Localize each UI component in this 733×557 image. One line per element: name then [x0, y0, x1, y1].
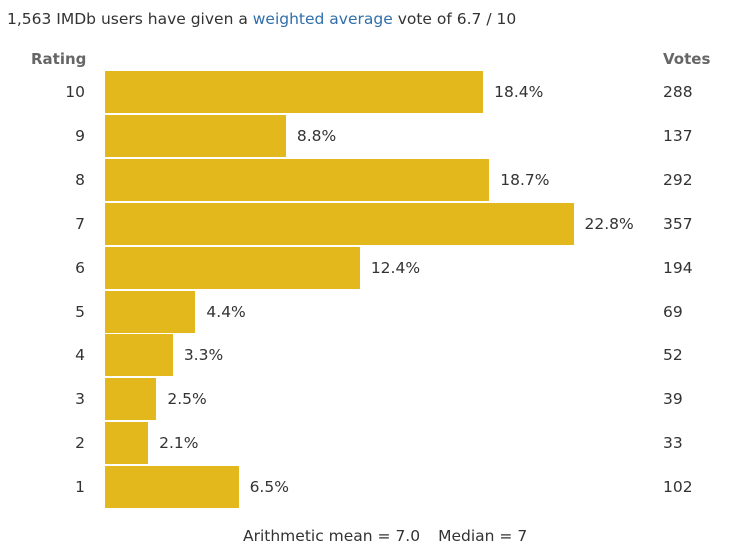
- percent-label: 3.3%: [183, 346, 224, 365]
- vote-count: 137: [663, 126, 693, 145]
- rating-bar: [105, 114, 286, 157]
- percent-label: 6.5%: [249, 478, 289, 497]
- vote-count: 102: [663, 478, 693, 497]
- rating-row-8: 8 18.7% 292: [0, 158, 733, 203]
- summary-prefix: 1,563 IMDb users have given a: [7, 10, 253, 28]
- vote-count: 39: [663, 390, 683, 409]
- arithmetic-mean: Arithmetic mean = 7.0: [243, 527, 421, 545]
- rating-label: 4: [75, 346, 85, 365]
- vote-count: 357: [663, 214, 693, 233]
- rating-label: 6: [75, 258, 85, 277]
- rating-label: 2: [75, 434, 85, 453]
- rating-row-9: 9 8.8% 137: [0, 114, 733, 159]
- rating-label: 8: [75, 170, 85, 189]
- vote-count: 52: [663, 346, 683, 365]
- rating-label: 9: [75, 126, 85, 145]
- vote-count: 69: [663, 302, 683, 321]
- rating-label: 7: [75, 214, 85, 233]
- rating-row-4: 4 3.3% 52: [0, 334, 733, 378]
- percent-label: 2.5%: [167, 390, 207, 409]
- weighted-average-link[interactable]: weighted average: [252, 10, 393, 28]
- rating-bar: [105, 334, 173, 377]
- rating-summary: 1,563 IMDb users have given a weighted a…: [7, 10, 516, 28]
- rating-bar: [105, 246, 360, 289]
- percent-label: 18.4%: [494, 83, 544, 101]
- rating-bar: [105, 202, 574, 245]
- percent-label: 8.8%: [296, 126, 337, 145]
- rating-bar: [105, 422, 149, 465]
- percent-label: 12.4%: [370, 258, 421, 277]
- rating-bar: [105, 290, 196, 333]
- percent-label: 4.4%: [206, 302, 246, 321]
- median: Median = 7: [438, 527, 528, 545]
- rating-bar: [105, 71, 484, 113]
- rating-row-5: 5 4.4% 69: [0, 290, 733, 335]
- rating-row-10: 10 18.4% 288: [0, 71, 733, 115]
- summary-statistics: Arithmetic mean = 7.0 Median = 7: [243, 527, 527, 545]
- rating-bar: [105, 466, 239, 509]
- percent-label: 2.1%: [159, 434, 199, 453]
- rating-label: 5: [75, 302, 85, 321]
- rating-column-header: Rating: [31, 50, 87, 68]
- rating-row-1: 1 6.5% 102: [0, 466, 733, 510]
- rating-label: 1: [75, 478, 85, 497]
- rating-row-2: 2 2.1% 33: [0, 422, 733, 466]
- rating-bar: [105, 158, 490, 201]
- rating-row-7: 7 22.8% 357: [0, 202, 733, 247]
- vote-count: 292: [663, 170, 693, 189]
- vote-count: 33: [663, 434, 683, 453]
- vote-count: 288: [663, 83, 693, 101]
- rating-row-6: 6 12.4% 194: [0, 246, 733, 291]
- percent-label: 22.8%: [584, 214, 634, 233]
- summary-suffix: vote of 6.7 / 10: [392, 10, 517, 28]
- vote-count: 194: [663, 258, 693, 277]
- votes-column-header: Votes: [663, 50, 711, 68]
- rating-bar: [105, 378, 157, 421]
- rating-label: 10: [65, 83, 85, 101]
- percent-label: 18.7%: [500, 170, 550, 189]
- rating-row-3: 3 2.5% 39: [0, 378, 733, 422]
- rating-label: 3: [75, 390, 85, 409]
